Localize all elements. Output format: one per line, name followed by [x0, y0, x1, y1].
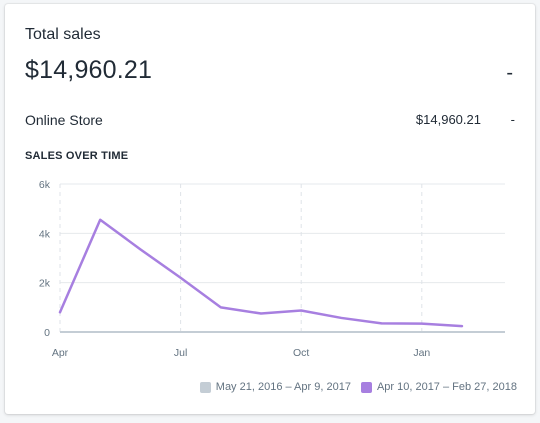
- x-tick-label-1: Jul: [174, 347, 187, 359]
- legend-label-previous: May 21, 2016 – Apr 9, 2017: [215, 381, 351, 393]
- legend-item-previous[interactable]: May 21, 2016 – Apr 9, 2017: [199, 381, 351, 393]
- sales-over-time-chart: 0 2k 4k 6k Apr Jul Oct Jan: [39, 179, 505, 359]
- total-sales-change: -: [506, 62, 513, 84]
- x-tick-label-3: Jan: [413, 347, 430, 359]
- card-title: Total sales: [25, 26, 101, 43]
- total-sales-value: $14,960.21: [25, 56, 153, 84]
- y-tick-label-2: 4k: [39, 228, 51, 240]
- chart-legend: May 21, 2016 – Apr 9, 2017 Apr 10, 2017 …: [190, 381, 517, 393]
- legend-item-current[interactable]: Apr 10, 2017 – Feb 27, 2018: [360, 381, 517, 393]
- y-tick-label-1: 2k: [39, 278, 51, 290]
- x-tick-label-0: Apr: [52, 347, 69, 359]
- y-tick-label-3: 6k: [39, 179, 51, 191]
- online-store-value: $14,960.21: [415, 112, 481, 127]
- legend-swatch-previous: [199, 381, 211, 393]
- total-sales-card: Total sales $14,960.21 - Online Store $1…: [5, 4, 535, 414]
- online-store-change: -: [510, 112, 515, 127]
- legend-swatch-current: [360, 381, 372, 393]
- legend-label-current: Apr 10, 2017 – Feb 27, 2018: [376, 381, 517, 393]
- x-tick-label-2: Oct: [293, 347, 309, 359]
- series-line-current: [58, 218, 464, 328]
- y-tick-label-0: 0: [44, 327, 50, 339]
- sales-over-time-heading: SALES OVER TIME: [25, 150, 129, 162]
- online-store-label: Online Store: [25, 112, 103, 128]
